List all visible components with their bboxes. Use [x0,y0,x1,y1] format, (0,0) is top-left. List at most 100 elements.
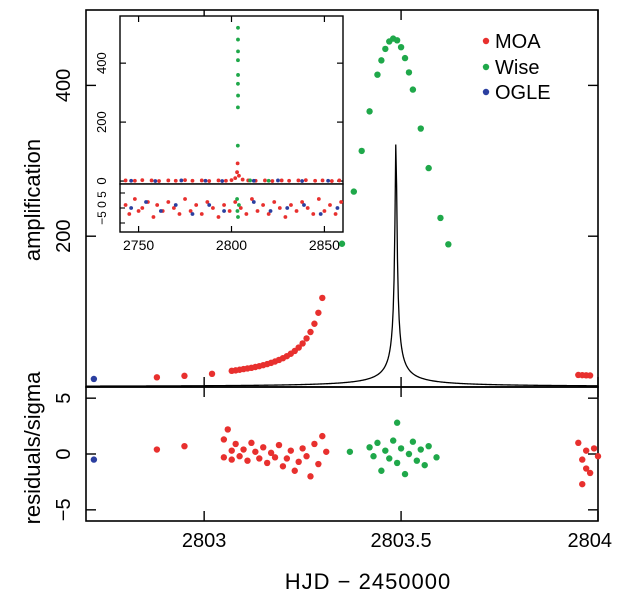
inset-residual-point-wise [235,209,240,213]
inset-residual-point-moa [266,212,271,216]
inset-residual-point-moa [322,209,327,213]
legend-marker-moa [482,37,490,45]
inset-residual-point-wise [237,203,241,207]
inset-residual-point-moa [140,206,145,210]
inset-point-moa [329,179,334,183]
main-point-moa [307,328,314,336]
main-point-moa [311,320,318,327]
main-y-tick-label: 400 [53,69,75,102]
main-point-wise [397,43,405,51]
residual-point-moa [582,465,590,472]
inset-point-moa [235,170,239,175]
inset-residual-point-moa [183,197,187,201]
inset-point-wise [235,143,240,148]
inset-residual-point-moa [151,215,156,219]
legend-marker-ogle [482,88,490,96]
inset-residual-point-moa [261,203,265,207]
x-axis-label: HJD − 2450000 [285,569,452,594]
main-point-wise [445,241,452,248]
residual-point-wise [405,450,413,458]
inset-point-moa [270,179,275,183]
main-point-wise [401,54,409,62]
inset-residual-point-moa [244,212,249,216]
residual-point-moa [311,440,318,448]
residual-point-wise [425,442,432,450]
residual-point-wise [433,454,440,461]
inset-residual-point-moa [294,209,299,213]
residual-point-moa [232,440,239,448]
residual-point-wise [397,445,405,452]
residual-point-wise [386,455,393,462]
inset-point-wise [236,105,240,110]
residual-point-wise [378,467,385,474]
inset-point-moa [229,178,234,183]
inset-point-moa [173,178,178,183]
inset-residual-point-ogle [207,203,212,207]
residual-point-moa [315,460,322,468]
main-point-moa [295,344,302,351]
inset-y-tick-label: 200 [94,111,109,133]
residual-point-moa [323,448,330,455]
residual-point-moa [244,457,251,464]
main-point-wise [350,188,358,195]
main-point-wise [378,57,385,64]
inset-point-ogle [153,179,158,183]
residual-point-wise [374,439,381,447]
residual-x-tick-label: 2803 [182,530,227,552]
residual-point-moa [307,473,314,480]
inset-point-ogle [326,178,331,183]
residual-x-tick-label: 2803.5 [370,530,431,552]
inset-residual-point-moa [300,200,305,204]
inset-residual-point-moa [127,212,132,216]
inset-y-ticks: 0 200 400 [94,52,343,185]
residual-point-moa [275,441,283,449]
residual-point-moa [291,467,298,474]
model-curve [86,144,599,387]
inset-residual-point-moa [333,212,338,216]
inset-point-moa [216,178,221,183]
inset-residual-point-moa [311,212,316,216]
inset-residual-point-moa [305,206,310,210]
inset-point-moa [157,179,161,183]
residual-data-points [90,419,602,488]
inset-point-moa [296,178,301,183]
residual-x-tick-label: 2804 [568,530,613,552]
inset-point-wise [236,49,240,54]
inset-residual-point-ogle [144,200,148,204]
residual-point-moa [586,469,594,477]
residual-point-moa [267,449,275,457]
residual-point-wise [393,419,401,426]
main-point-wise [393,37,401,44]
inset-residual-point-moa [171,206,176,210]
inset-panel: 0 200 400 −5 0 5 2750 2800 2850 [94,15,344,253]
main-point-moa [153,374,161,381]
inset-point-ogle [251,178,256,183]
inset-point-moa [166,178,171,183]
inset-residual-point-moa [289,203,293,207]
inset-residual-point-moa [238,206,243,210]
inset-point-ogle [129,178,134,183]
legend-label-moa: MOA [495,31,541,53]
inset-point-moa [207,179,212,183]
main-panel: 200 400 amplification MOA Wise OGLE [20,9,599,388]
main-point-wise [374,71,381,78]
main-point-wise [437,214,444,222]
residual-point-moa [228,447,235,454]
residual-point-moa [303,453,310,460]
inset-residual-point-ogle [251,200,256,204]
main-point-wise [338,240,346,247]
inset-residual-point-wise [235,197,239,201]
inset-point-moa [337,178,342,183]
inset-point-moa [235,161,240,166]
inset-point-moa [199,178,204,183]
inset-point-moa [123,178,128,183]
inset-point-moa [303,178,308,183]
inset-residual-point-moa [177,212,182,216]
residual-panel: −5 0 5 2803 2803.5 2804 residuals/sigma HJD … [20,371,612,594]
main-point-ogle [90,375,98,383]
residual-point-moa [283,455,291,462]
residual-point-wise [421,461,428,469]
residual-point-moa [224,426,231,433]
main-y-ticks: 200 400 [53,10,599,387]
